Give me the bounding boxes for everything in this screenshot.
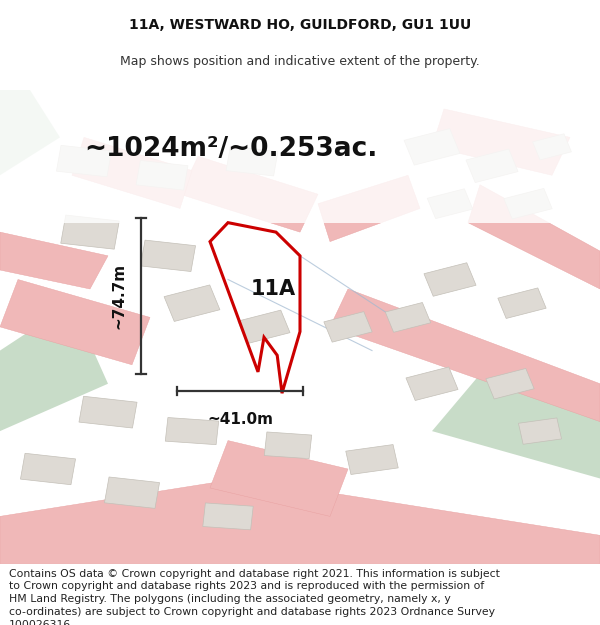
Polygon shape — [203, 503, 253, 530]
Polygon shape — [504, 189, 552, 219]
Polygon shape — [324, 312, 372, 342]
Polygon shape — [518, 418, 562, 444]
Polygon shape — [330, 289, 600, 422]
Polygon shape — [238, 310, 290, 344]
Polygon shape — [468, 185, 600, 289]
Polygon shape — [72, 138, 192, 209]
Polygon shape — [385, 302, 431, 332]
Text: 11A, WESTWARD HO, GUILDFORD, GU1 1UU: 11A, WESTWARD HO, GUILDFORD, GU1 1UU — [129, 18, 471, 32]
Polygon shape — [346, 444, 398, 474]
Polygon shape — [104, 477, 160, 508]
Polygon shape — [0, 232, 108, 289]
Polygon shape — [61, 215, 119, 249]
Polygon shape — [180, 156, 318, 232]
Polygon shape — [165, 418, 219, 444]
Polygon shape — [136, 161, 188, 190]
Polygon shape — [0, 90, 60, 175]
Polygon shape — [406, 367, 458, 401]
Polygon shape — [486, 369, 534, 399]
Polygon shape — [533, 134, 571, 160]
Polygon shape — [20, 453, 76, 485]
Bar — [0, 90, 600, 222]
Polygon shape — [0, 479, 600, 564]
Polygon shape — [56, 146, 112, 177]
Text: Map shows position and indicative extent of the property.: Map shows position and indicative extent… — [120, 55, 480, 68]
Polygon shape — [424, 262, 476, 296]
Polygon shape — [498, 288, 546, 319]
Polygon shape — [427, 189, 473, 219]
Text: ~1024m²/~0.253ac.: ~1024m²/~0.253ac. — [84, 136, 377, 162]
Polygon shape — [164, 285, 220, 321]
Polygon shape — [404, 129, 460, 165]
Polygon shape — [432, 109, 570, 175]
Polygon shape — [0, 303, 108, 431]
Polygon shape — [466, 149, 518, 182]
Text: ~41.0m: ~41.0m — [207, 412, 273, 427]
Polygon shape — [0, 279, 150, 365]
Polygon shape — [432, 374, 600, 479]
Polygon shape — [210, 441, 348, 516]
Polygon shape — [264, 432, 312, 459]
Polygon shape — [79, 396, 137, 428]
Text: 11A: 11A — [250, 279, 296, 299]
Text: Contains OS data © Crown copyright and database right 2021. This information is : Contains OS data © Crown copyright and d… — [9, 569, 500, 625]
Polygon shape — [226, 146, 278, 176]
Polygon shape — [140, 240, 196, 271]
Polygon shape — [318, 175, 420, 242]
Text: ~74.7m: ~74.7m — [111, 263, 126, 329]
